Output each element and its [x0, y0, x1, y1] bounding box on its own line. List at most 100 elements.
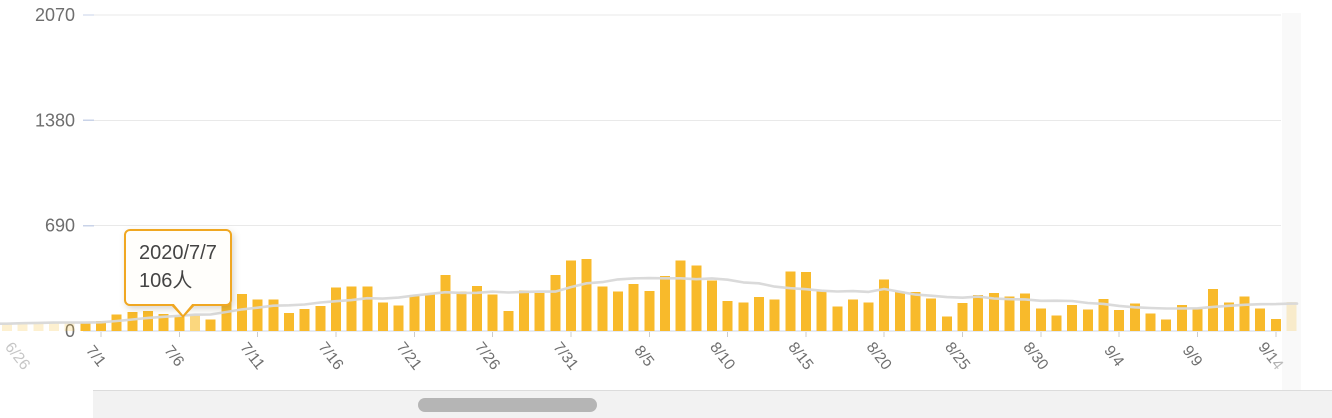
bar-7/19[interactable] [377, 302, 388, 331]
bar-7/1[interactable] [95, 320, 106, 331]
bar-6/29[interactable] [64, 322, 75, 331]
bar-8/31[interactable] [1051, 315, 1062, 331]
x-axis-label: 7/26 [471, 339, 503, 373]
bar-8/16[interactable] [816, 291, 827, 331]
bar-8/30[interactable] [1035, 308, 1046, 331]
bar-8/14[interactable] [785, 271, 796, 331]
horizontal-scrollbar-track[interactable] [93, 390, 1332, 418]
bar-9/8[interactable] [1176, 305, 1187, 331]
bar-8/23[interactable] [926, 298, 937, 331]
bar-8/11[interactable] [738, 302, 749, 331]
bar-7/2[interactable] [111, 314, 122, 331]
x-axis-label: 7/6 [161, 343, 188, 370]
bar-7/23[interactable] [440, 275, 451, 331]
bar-9/5[interactable] [1129, 303, 1140, 331]
bar-8/8[interactable] [691, 265, 702, 331]
bar-8/25[interactable] [957, 303, 968, 331]
bar-9/4[interactable] [1114, 310, 1125, 331]
bar-7/4[interactable] [142, 311, 153, 331]
bar-7/6[interactable] [174, 315, 185, 331]
bar-6/27[interactable] [33, 322, 44, 331]
bar-9/14[interactable] [1270, 318, 1281, 331]
x-axis-label: 6/26 [1, 339, 33, 373]
bar-8/28[interactable] [1004, 296, 1015, 332]
x-axis-label: 8/15 [784, 339, 816, 373]
bar-8/13[interactable] [769, 299, 780, 331]
bar-7/10[interactable] [236, 293, 247, 331]
bar-8/20[interactable] [879, 279, 890, 331]
bar-9/12[interactable] [1239, 296, 1250, 332]
bar-8/21[interactable] [894, 291, 905, 331]
bar-8/1[interactable] [581, 258, 592, 331]
bar-7/24[interactable] [456, 291, 467, 331]
bar-8/9[interactable] [706, 280, 717, 331]
bar-8/17[interactable] [832, 306, 843, 331]
moving-average-line [0, 276, 1299, 326]
bar-8/15[interactable] [800, 272, 811, 331]
bar-6/26[interactable] [17, 322, 28, 331]
x-axis-label: 8/25 [941, 339, 973, 373]
x-axis-label: 7/21 [393, 339, 425, 373]
bar-7/30[interactable] [550, 274, 561, 331]
bar-9/10[interactable] [1208, 288, 1219, 331]
bar-9/3[interactable] [1098, 298, 1109, 331]
bar-8/2[interactable] [597, 286, 608, 331]
bar-8/10[interactable] [722, 300, 733, 331]
bar-7/21[interactable] [409, 294, 420, 331]
bar-7/29[interactable] [534, 292, 545, 331]
bar-8/18[interactable] [847, 299, 858, 331]
bar-7/17[interactable] [346, 286, 357, 331]
bar-7/16[interactable] [330, 287, 341, 331]
bar-chart-canvas[interactable]: 0 690 1380 2070 6/26 7/1 7/6 7/11 7/16 7/21 7/26 7/… [0, 0, 1332, 390]
bar-9/15[interactable] [1286, 301, 1297, 331]
bar-7/27[interactable] [503, 311, 514, 331]
horizontal-scrollbar-thumb[interactable] [418, 398, 597, 412]
bar-7/25[interactable] [471, 285, 482, 331]
x-axis-label: 8/10 [706, 339, 738, 374]
x-axis-label: 8/5 [631, 343, 658, 370]
bar-9/1[interactable] [1067, 305, 1078, 331]
bar-8/5[interactable] [644, 290, 655, 331]
bar-8/24[interactable] [941, 316, 952, 332]
chart-tooltip: 2020/7/7 106人 [124, 229, 232, 318]
bar-7/26[interactable] [487, 294, 498, 331]
bar-7/31[interactable] [565, 260, 576, 331]
bar-6/25[interactable] [2, 323, 12, 331]
bar-7/12[interactable] [268, 299, 279, 331]
bar-8/26[interactable] [973, 294, 984, 331]
bar-8/7[interactable] [675, 260, 686, 331]
x-axis-label: 7/31 [549, 339, 581, 373]
bar-7/3[interactable] [127, 312, 138, 331]
bar-8/29[interactable] [1020, 293, 1031, 331]
bar-7/28[interactable] [518, 290, 529, 331]
bar-7/20[interactable] [393, 305, 404, 331]
x-axis-label: 9/9 [1179, 343, 1206, 370]
bar-9/2[interactable] [1082, 309, 1093, 331]
bar-7/22[interactable] [424, 294, 435, 331]
bar-7/9[interactable] [221, 296, 232, 331]
bar-6/28[interactable] [48, 321, 59, 331]
bar-8/22[interactable] [910, 291, 921, 331]
bar-7/15[interactable] [315, 305, 326, 331]
bar-7/7[interactable] [189, 314, 200, 331]
bar-9/9[interactable] [1192, 308, 1203, 331]
bar-7/11[interactable] [252, 299, 263, 331]
bar-7/14[interactable] [299, 309, 310, 331]
bar-7/5[interactable] [158, 314, 169, 331]
x-axis-label: 8/30 [1019, 339, 1051, 374]
bar-8/3[interactable] [612, 291, 623, 331]
bar-8/4[interactable] [628, 283, 639, 331]
bar-7/13[interactable] [283, 312, 294, 331]
bar-7/8[interactable] [205, 319, 216, 331]
bar-8/27[interactable] [988, 292, 999, 331]
bar-9/11[interactable] [1223, 302, 1234, 331]
bar-9/7[interactable] [1161, 319, 1172, 331]
bar-8/12[interactable] [753, 297, 764, 331]
bar-6/30[interactable] [80, 322, 91, 331]
bar-7/18[interactable] [362, 286, 373, 331]
bar-8/19[interactable] [863, 302, 874, 331]
bar-9/13[interactable] [1255, 308, 1266, 331]
y-axis-label: 690 [45, 216, 75, 236]
bar-8/6[interactable] [659, 276, 670, 331]
bar-9/6[interactable] [1145, 313, 1156, 331]
